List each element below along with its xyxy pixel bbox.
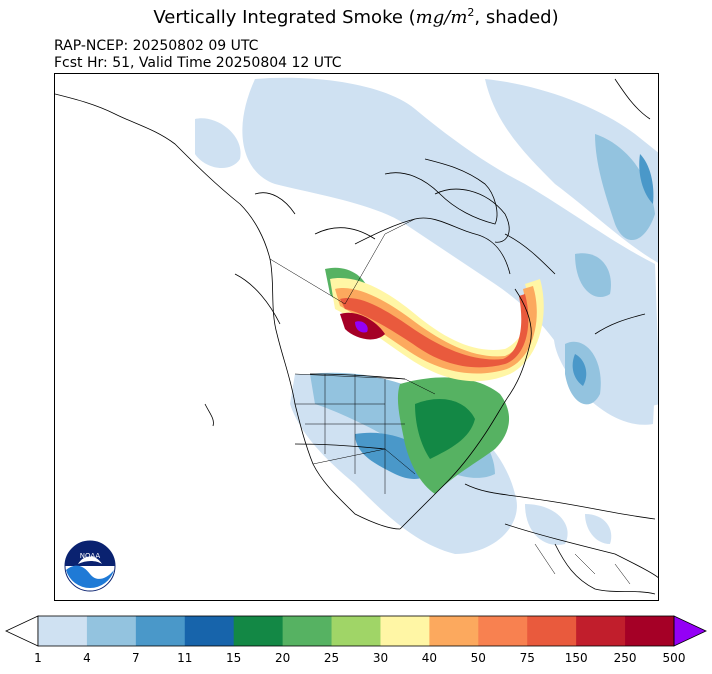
smoke-orange-layer (335, 286, 537, 374)
smoke-darkgreen-layer (415, 399, 475, 459)
colorbar-tick-label: 20 (274, 651, 291, 665)
colorbar-over-extend (673, 615, 707, 647)
colorbar-tick-label: 150 (564, 651, 588, 665)
smoke-map (54, 73, 659, 601)
colorbar-tick-label: 50 (470, 651, 486, 665)
colorbar-segment (625, 616, 675, 646)
colorbar-segment (331, 616, 381, 646)
colorbar-segment (38, 616, 88, 646)
colorbar-segment (135, 616, 186, 646)
colorbar-under-extend (5, 615, 39, 647)
colorbar-tick-label: 4 (83, 651, 91, 665)
colorbar-tick-label: 30 (372, 651, 389, 665)
colorbar-segment (380, 616, 430, 646)
smoke-purple-layer (355, 321, 368, 333)
model-run-label: RAP-NCEP: 20250802 09 UTC (54, 38, 259, 54)
colorbar-segment (576, 616, 626, 646)
colorbar-tick-label: 7 (132, 651, 140, 665)
colorbar-segment (527, 616, 577, 646)
colorbar-segment (478, 616, 528, 646)
noaa-logo: NOAA (64, 540, 116, 592)
colorbar-tick-label: 75 (519, 651, 535, 665)
colorbar-segment (429, 616, 479, 646)
colorbar-tick-label: 25 (323, 651, 340, 665)
colorbar-frame (37, 615, 675, 647)
map-canvas (55, 77, 658, 595)
colorbar-segment (184, 616, 235, 646)
colorbar-segment (282, 616, 333, 646)
political-borders (269, 218, 631, 585)
colorbar (5, 615, 707, 647)
smoke-red-layer (340, 294, 529, 368)
colorbar-tick-label: 40 (421, 651, 438, 665)
colorbar-tick-label: 1 (34, 651, 42, 665)
coastlines (55, 78, 658, 595)
colorbar-tick-label: 500 (662, 651, 686, 665)
colorbar-tick-label: 250 (613, 651, 637, 665)
forecast-valid-label: Fcst Hr: 51, Valid Time 20250804 12 UTC (54, 55, 342, 71)
svg-text:NOAA: NOAA (80, 552, 101, 560)
colorbar-segment (86, 616, 137, 646)
colorbar-segment (233, 616, 284, 646)
colorbar-tick-label: 11 (177, 651, 193, 665)
chart-title: Vertically Integrated Smoke (mg/m2, shad… (153, 6, 559, 28)
colorbar-tick-label: 15 (226, 651, 242, 665)
